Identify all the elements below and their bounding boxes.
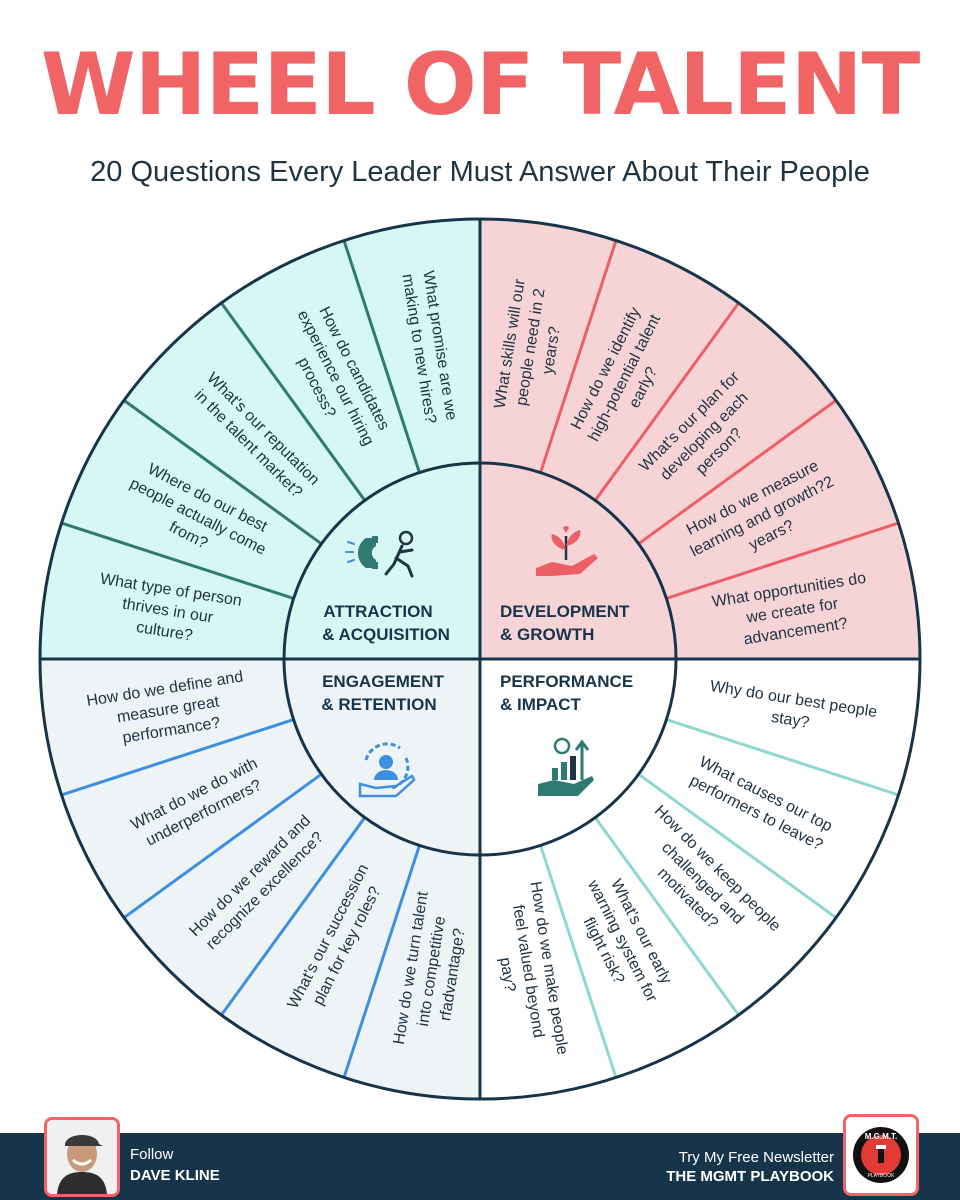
page-subtitle: 20 Questions Every Leader Must Answer Ab… bbox=[90, 156, 870, 188]
mgmt-playbook-logo[interactable]: M.G.M.T. PLAYBOOK bbox=[843, 1114, 919, 1196]
quadrant-label-engagement-line2: & RETENTION bbox=[321, 695, 436, 714]
quadrant-label-attraction-line1: ATTRACTION bbox=[323, 602, 432, 621]
follow-label: Follow bbox=[130, 1146, 174, 1163]
inner-quadrant-attraction bbox=[284, 463, 480, 659]
spoke-engagement bbox=[220, 816, 367, 1016]
spoke-engagement bbox=[123, 772, 323, 919]
newsletter-name[interactable]: THE MGMT PLAYBOOK bbox=[666, 1168, 834, 1185]
spoke-attraction bbox=[342, 240, 421, 474]
quadrant-label-development-line1: DEVELOPMENT bbox=[500, 602, 630, 621]
spoke-attraction bbox=[220, 302, 367, 502]
question-line: pay? bbox=[496, 956, 518, 993]
spoke-performance bbox=[665, 718, 899, 797]
quadrant-label-development-line2: & GROWTH bbox=[500, 625, 594, 644]
footer-bar bbox=[0, 1133, 960, 1200]
page-title: WHEEL OF TALENT bbox=[40, 35, 921, 135]
inner-quadrant-development bbox=[480, 463, 676, 659]
quadrant-label-attraction-line2: & ACQUISITION bbox=[322, 625, 450, 644]
magnet-person-icon bbox=[345, 530, 414, 578]
spoke-attraction bbox=[61, 521, 295, 600]
hand-sprout-icon bbox=[536, 525, 598, 576]
svg-text:M.G.M.T.: M.G.M.T. bbox=[865, 1132, 897, 1141]
spoke-engagement bbox=[61, 718, 295, 797]
spoke-development bbox=[665, 521, 899, 600]
hand-person-cycle-icon bbox=[358, 742, 416, 798]
spoke-development bbox=[593, 302, 740, 502]
spoke-development bbox=[539, 240, 618, 474]
author-avatar[interactable] bbox=[44, 1117, 120, 1197]
spoke-performance bbox=[593, 816, 740, 1016]
spoke-performance bbox=[637, 772, 837, 919]
newsletter-cta: Try My Free Newsletter bbox=[678, 1149, 834, 1166]
inner-quadrant-performance bbox=[480, 659, 676, 855]
spoke-engagement bbox=[342, 844, 421, 1078]
quadrant-label-engagement-line1: ENGAGEMENT bbox=[322, 672, 444, 691]
question-line: stay? bbox=[770, 709, 811, 732]
svg-text:PLAYBOOK: PLAYBOOK bbox=[868, 1173, 896, 1179]
spoke-development bbox=[637, 399, 837, 546]
spoke-attraction bbox=[123, 399, 323, 546]
author-name[interactable]: DAVE KLINE bbox=[130, 1167, 220, 1184]
hand-growth-chart-icon bbox=[538, 737, 594, 796]
spoke-performance bbox=[539, 844, 618, 1078]
quadrant-label-performance-line1: PERFORMANCE bbox=[500, 672, 633, 691]
outer-circle-border bbox=[38, 217, 922, 1101]
quadrant-label-performance-line2: & IMPACT bbox=[500, 695, 582, 714]
